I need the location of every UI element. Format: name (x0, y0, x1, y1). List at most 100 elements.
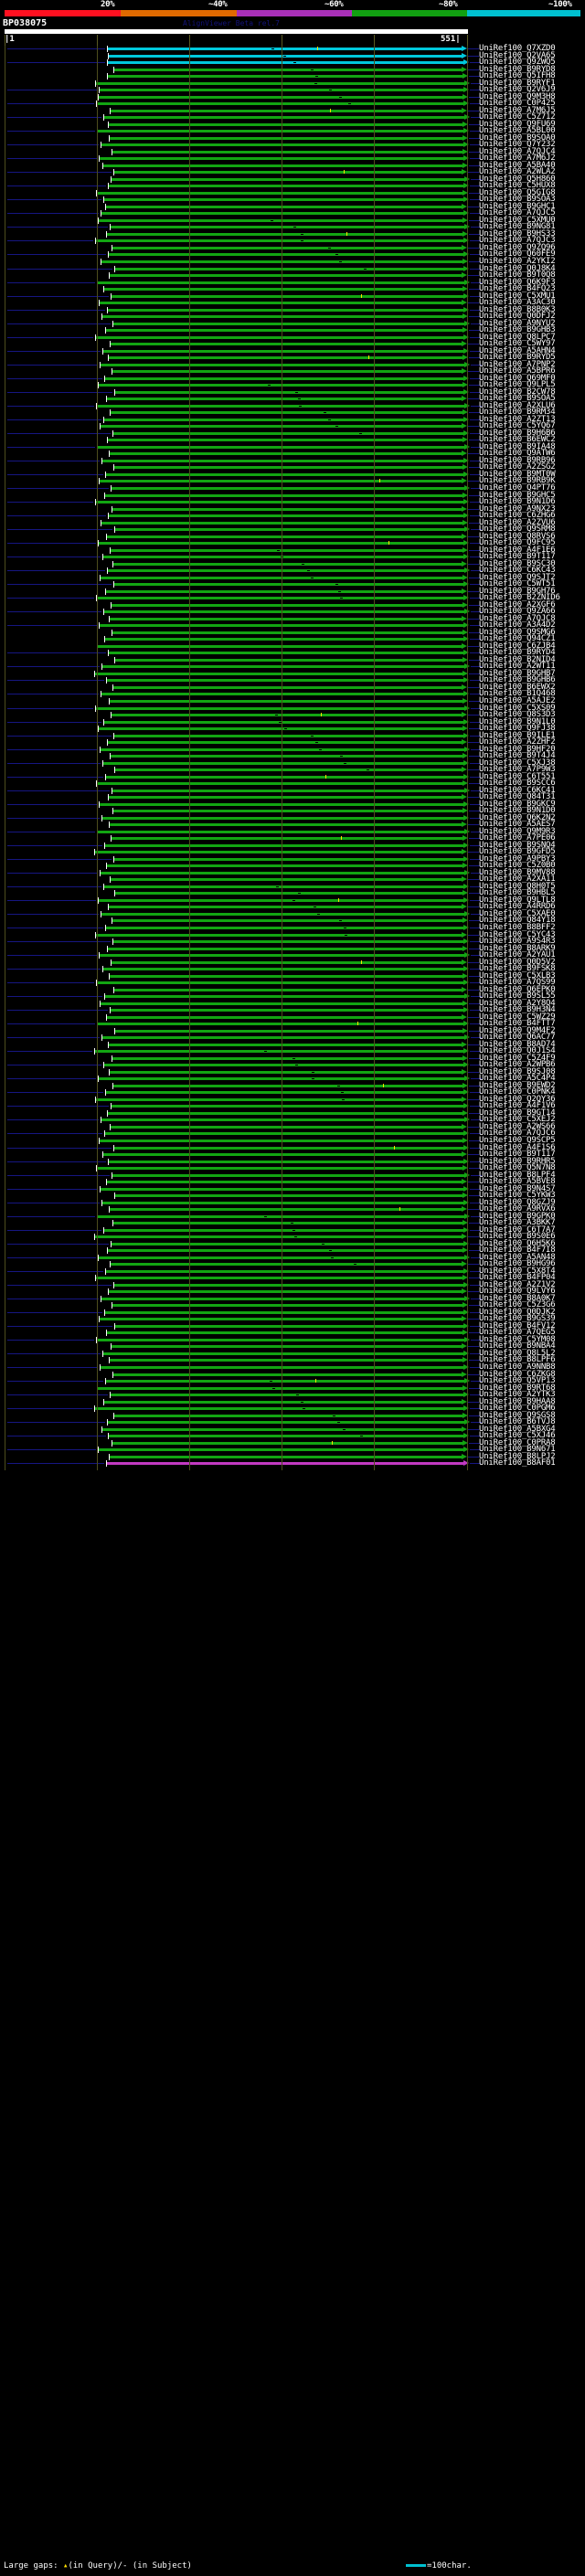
hit-row[interactable]: UniRef100_Q84Y18 (0, 917, 585, 925)
hsp-bar[interactable] (109, 1435, 463, 1438)
hit-row[interactable]: UniRef100_Q2VA65 (0, 51, 585, 60)
hsp-bar[interactable] (99, 898, 463, 902)
hit-row[interactable]: UniRef100_Q9FU69 (0, 120, 585, 129)
hit-accession-label[interactable]: UniRef100_Q9FJ38 (479, 724, 556, 734)
hit-row[interactable]: UniRef100_Q9LPL5 (0, 381, 585, 389)
hit-accession-label[interactable]: UniRef100_B9SNQ4 (479, 840, 556, 850)
hsp-bar[interactable] (109, 122, 463, 126)
hit-accession-label[interactable]: UniRef100_B9GH76 (479, 586, 556, 596)
hit-accession-label[interactable]: UniRef100_C6ZJB4 (479, 641, 556, 651)
hit-accession-label[interactable]: UniRef100_A7PE06 (479, 833, 556, 843)
hit-accession-label[interactable]: UniRef100_A2ZT13 (479, 414, 556, 424)
hit-accession-label[interactable]: UniRef100_B8AF01 (479, 1458, 556, 1468)
hit-accession-label[interactable]: UniRef100_Q9ATW6 (479, 449, 556, 459)
hit-accession-label[interactable]: UniRef100_Q8LPC7 (479, 332, 556, 342)
hit-accession-label[interactable]: UniRef100_B9GHC5 (479, 490, 556, 500)
hit-accession-label[interactable]: UniRef100_Q4PT76 (479, 483, 556, 493)
hit-accession-label[interactable]: UniRef100_B8ARK9 (479, 943, 556, 953)
hit-accession-label[interactable]: UniRef100_A5BXG4 (479, 1424, 556, 1434)
hsp-bar[interactable] (111, 1394, 463, 1397)
hit-row[interactable]: UniRef100_B9T4J4 (0, 752, 585, 760)
hsp-bar[interactable] (101, 871, 464, 875)
hit-accession-label[interactable]: UniRef100_A5BA40 (479, 160, 556, 170)
hit-row[interactable]: UniRef100_Q9SCP5 (0, 1136, 585, 1145)
hsp-bar[interactable] (98, 1386, 463, 1390)
hit-row[interactable]: UniRef100_A7QS99 (0, 979, 585, 987)
hit-accession-label[interactable]: UniRef100_B4FQ23 (479, 284, 556, 294)
hsp-bar[interactable] (103, 1352, 463, 1355)
hsp-bar[interactable] (112, 1056, 463, 1060)
hit-accession-label[interactable]: UniRef100_Q7XZD0 (479, 44, 556, 53)
hit-accession-label[interactable]: UniRef100_Q9ZQ96 (479, 242, 556, 252)
hit-row[interactable]: UniRef100_C5X8T4 (0, 1267, 585, 1276)
hsp-bar[interactable] (107, 1015, 462, 1019)
hit-accession-label[interactable]: UniRef100_B2CW78 (479, 387, 556, 397)
hsp-bar[interactable] (107, 679, 463, 683)
hit-row[interactable]: UniRef100_B8LPF6 (0, 1356, 585, 1364)
hit-row[interactable]: UniRef100_A2WS66 (0, 1122, 585, 1131)
hit-accession-label[interactable]: UniRef100_A7QJC3 (479, 236, 556, 246)
hit-row[interactable]: UniRef100_Q9M3H8 (0, 92, 585, 101)
hit-row[interactable]: UniRef100_Q7Y232 (0, 141, 585, 149)
hsp-bar[interactable] (112, 1441, 463, 1445)
hit-accession-label[interactable]: UniRef100_Q8H0T5 (479, 881, 556, 891)
hit-row[interactable]: UniRef100_B8AD74 (0, 1040, 585, 1049)
hit-row[interactable]: UniRef100_A7QJC5 (0, 209, 585, 217)
hit-accession-label[interactable]: UniRef100_A2ZVU6 (479, 517, 556, 527)
hit-row[interactable]: UniRef100_Q60FE9 (0, 250, 585, 259)
hit-accession-label[interactable]: UniRef100_Q9M9R3 (479, 826, 556, 836)
hsp-bar[interactable] (108, 75, 463, 79)
hit-row[interactable]: UniRef100_C0PRA8 (0, 1438, 585, 1447)
hsp-bar[interactable] (98, 1023, 463, 1026)
hit-accession-label[interactable]: UniRef100_B4FP04 (479, 1273, 556, 1283)
hit-accession-label[interactable]: UniRef100_C5XEJ2 (479, 1115, 556, 1125)
hit-accession-label[interactable]: UniRef100_A3AC30 (479, 298, 556, 308)
hit-row[interactable]: UniRef100_B9HG96 (0, 1260, 585, 1268)
hit-row[interactable]: UniRef100_Q84T31 (0, 793, 585, 801)
hit-accession-label[interactable]: UniRef100_C5Z3G6 (479, 1300, 556, 1310)
hsp-bar[interactable] (95, 672, 463, 675)
hsp-bar[interactable] (107, 232, 463, 236)
hit-accession-label[interactable]: UniRef100_B9ILE1 (479, 730, 556, 740)
hsp-bar[interactable] (97, 1338, 464, 1341)
hsp-bar[interactable] (113, 1373, 462, 1376)
hsp-bar[interactable] (96, 335, 463, 339)
hsp-bar[interactable] (113, 685, 462, 689)
hit-row[interactable]: UniRef100_Q9FJ38 (0, 724, 585, 734)
hit-row[interactable]: UniRef100_B2CW78 (0, 387, 585, 397)
hit-accession-label[interactable]: UniRef100_Q9M4F2 (479, 1025, 556, 1035)
hit-accession-label[interactable]: UniRef100_C5HUX8 (479, 181, 556, 191)
hit-row[interactable]: UniRef100_A2WPB6 (0, 1061, 585, 1069)
hit-row[interactable]: UniRef100_Q9ATW6 (0, 449, 585, 459)
hsp-bar[interactable] (101, 425, 462, 429)
hsp-bar[interactable] (104, 198, 463, 202)
hit-accession-label[interactable]: UniRef100_A5BVE8 (479, 1177, 556, 1187)
hit-row[interactable]: UniRef100_C5WY97 (0, 339, 585, 349)
hit-row[interactable]: UniRef100_A9PBY3 (0, 854, 585, 864)
alignment-hit-list[interactable]: UniRef100_Q7XZD0 UniRef100_Q2VA65 UniRef10… (0, 44, 585, 1468)
hsp-bar[interactable] (109, 796, 462, 800)
hsp-bar[interactable] (99, 727, 463, 731)
hsp-bar[interactable] (100, 302, 462, 305)
hsp-bar[interactable] (99, 218, 463, 222)
hsp-bar[interactable] (115, 1029, 463, 1033)
hit-accession-label[interactable]: UniRef100_B9NG81 (479, 222, 556, 232)
hit-accession-label[interactable]: UniRef100_B9HS33 (479, 228, 556, 239)
hit-accession-label[interactable]: UniRef100_C5Z4F9 (479, 1053, 556, 1063)
hit-accession-label[interactable]: UniRef100_B9MT0W (479, 469, 556, 479)
hit-accession-label[interactable]: UniRef100_A9NNB8 (479, 1362, 556, 1372)
hit-accession-label[interactable]: UniRef100_A7PNP2 (479, 359, 556, 369)
hit-accession-label[interactable]: UniRef100_B9GHB7 (479, 668, 556, 678)
hsp-bar[interactable] (110, 699, 463, 703)
hit-accession-label[interactable]: UniRef100_A4F1S6 (479, 1142, 556, 1152)
hit-row[interactable]: UniRef100_Q9FC95 (0, 539, 585, 547)
hsp-bar[interactable] (100, 480, 462, 483)
hsp-bar[interactable] (106, 1091, 463, 1095)
hsp-bar[interactable] (110, 1359, 463, 1362)
hit-row[interactable]: UniRef100_A7QJC8 (0, 614, 585, 623)
hit-accession-label[interactable]: UniRef100_A2XLU6 (479, 400, 556, 410)
hit-accession-label[interactable]: UniRef100_B9SC30 (479, 558, 556, 568)
hit-row[interactable]: UniRef100_C0P425 (0, 100, 585, 108)
hsp-bar[interactable] (112, 960, 462, 964)
hit-accession-label[interactable]: UniRef100_C5WY97 (479, 339, 556, 349)
